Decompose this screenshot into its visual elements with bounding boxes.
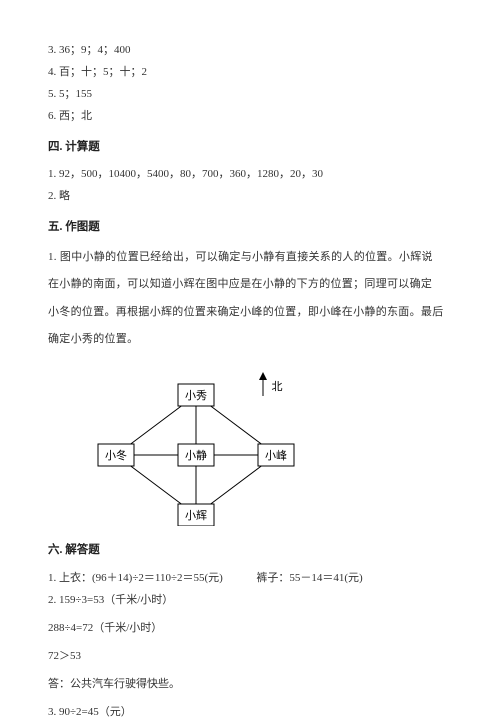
answer-line-6: 6. 西；北 bbox=[48, 106, 452, 127]
answer-line-4: 4. 百；十；5；十；2 bbox=[48, 62, 452, 83]
north-arrow-head bbox=[259, 372, 267, 380]
diagram-edge bbox=[131, 406, 182, 444]
sec5-para-2: 在小静的南面，可以知道小辉在图中应是在小静的下方的位置；同理可以确定 bbox=[48, 272, 452, 297]
sec6-1a: 1. 上衣：(96＋14)÷2＝110÷2＝55(元) bbox=[48, 572, 223, 584]
diagram-edge bbox=[211, 406, 262, 444]
answer-line-5: 5. 5；155 bbox=[48, 84, 452, 105]
sec5-para-4: 确定小秀的位置。 bbox=[48, 327, 452, 352]
sec6-line-3: 288÷4=72（千米/小时） bbox=[48, 618, 452, 639]
diagram-node-label-top: 小秀 bbox=[185, 389, 207, 402]
sec6-line-5: 答：公共汽车行驶得快些。 bbox=[48, 674, 452, 695]
diagram-node-label-left: 小冬 bbox=[105, 448, 127, 462]
sec5-para-3: 小冬的位置。再根据小辉的位置来确定小峰的位置，即小峰在小静的东面。最后 bbox=[48, 300, 452, 325]
sec6-line-2: 2. 159÷3=53（千米/小时） bbox=[48, 590, 452, 611]
sec6-line-6: 3. 90÷2=45（元） bbox=[48, 702, 452, 722]
diagram-edge bbox=[211, 466, 262, 504]
section-5-heading: 五. 作图题 bbox=[48, 217, 452, 239]
sec6-line-1: 1. 上衣：(96＋14)÷2＝110÷2＝55(元) 裤子：55－14＝41(… bbox=[48, 568, 452, 589]
section-6-heading: 六. 解答题 bbox=[48, 540, 452, 562]
diagram-node-label-bottom: 小辉 bbox=[185, 509, 207, 522]
sec6-1b: 裤子：55－14＝41(元) bbox=[256, 572, 362, 584]
diagram-edge bbox=[131, 466, 182, 504]
diagram-node-label-right: 小峰 bbox=[265, 449, 287, 462]
diagram-node-label-center: 小静 bbox=[185, 448, 207, 462]
sec4-line-2: 2. 略 bbox=[48, 186, 452, 207]
sec5-para-1: 1. 图中小静的位置已经给出，可以确定与小静有直接关系的人的位置。小辉说 bbox=[48, 245, 452, 270]
sec4-line-1: 1. 92，500，10400，5400，80，700，360，1280，20，… bbox=[48, 164, 452, 185]
diagram-container: 小秀小冬 小静 小峰小辉 北 bbox=[68, 366, 452, 526]
north-label: 北 bbox=[272, 380, 283, 393]
answer-line-3: 3. 36；9；4；400 bbox=[48, 40, 452, 61]
relationship-diagram: 小秀小冬 小静 小峰小辉 北 bbox=[68, 366, 308, 526]
sec6-line-4: 72＞53 bbox=[48, 646, 452, 667]
section-4-heading: 四. 计算题 bbox=[48, 137, 452, 159]
